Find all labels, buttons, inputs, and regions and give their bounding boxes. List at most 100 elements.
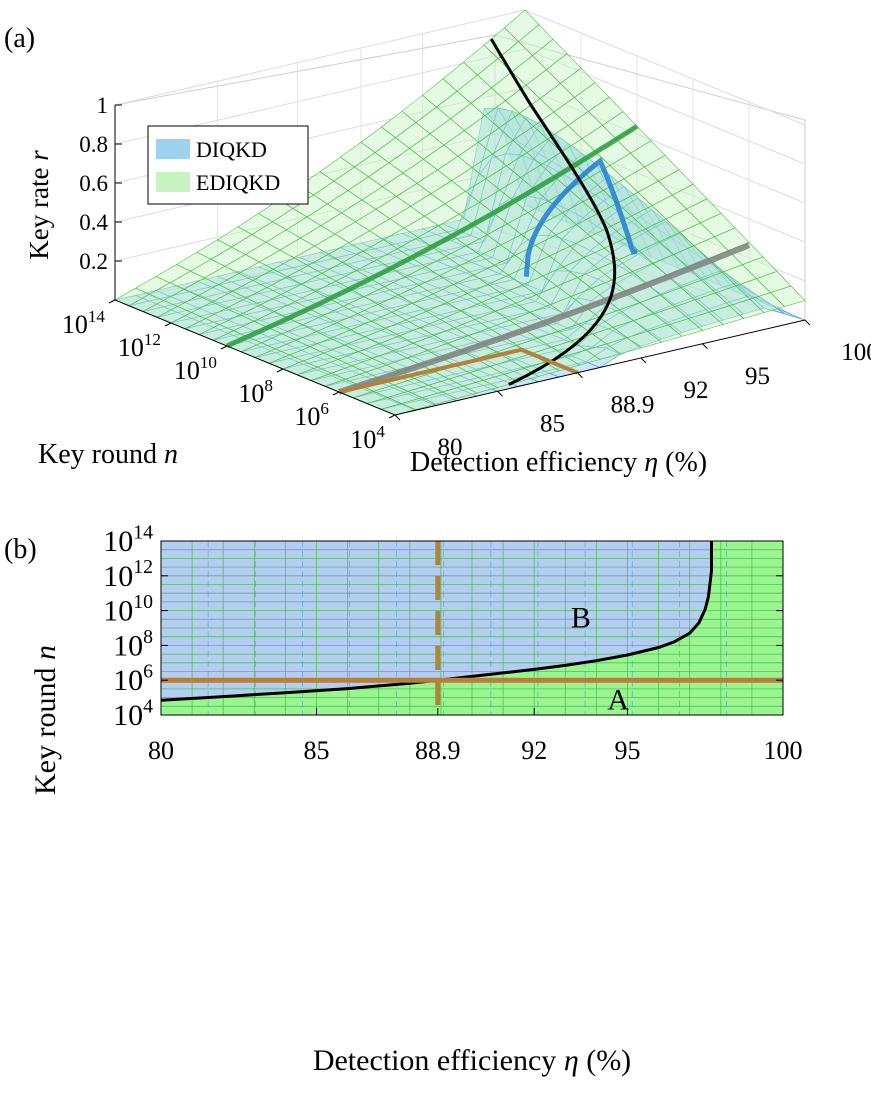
a-n-tick-mark — [332, 391, 340, 396]
a-z-title-symbol: r — [24, 150, 54, 161]
b-y-tick-label-exp: 8 — [143, 626, 153, 648]
a-n-tick-label: 108 — [238, 376, 273, 408]
b-x-tick-label: 80 — [148, 736, 174, 765]
a-n-tick-label-exp: 4 — [376, 422, 385, 441]
a-n-title-symbol: n — [164, 439, 178, 470]
a-n-tick-label-base: 10 — [174, 356, 200, 385]
b-y-tick-label: 1010 — [103, 591, 153, 628]
a-n-tick-mark — [276, 368, 284, 373]
a-n-tick-label-exp: 10 — [200, 353, 217, 372]
legend-label-diqkd: DIQKD — [196, 137, 267, 162]
a-n-tick-label: 1010 — [174, 353, 217, 385]
gray-slice-line — [338, 242, 751, 395]
a-n-tick-mark — [220, 345, 228, 350]
panel-label-b: (b) — [4, 534, 37, 565]
a-n-tick-label: 1012 — [118, 330, 161, 362]
a-eta-title-suffix: (%) — [665, 447, 707, 478]
b-y-title-symbol: n — [29, 645, 62, 660]
a-n-tick-label-base: 10 — [294, 402, 320, 431]
b-y-tick-label: 1014 — [103, 521, 153, 558]
b-y-tick-label-exp: 12 — [133, 556, 153, 578]
a-x-tick-mark — [640, 357, 647, 364]
boundary-curve — [160, 541, 713, 702]
a-n-tick-label: 1014 — [62, 307, 106, 339]
b-x-title-prefix: Detection efficiency — [313, 1044, 557, 1077]
b-y-tick-label: 108 — [113, 626, 153, 663]
b-lines — [160, 541, 783, 715]
a-surfaces — [114, 9, 806, 416]
a-n-tick-label-exp: 12 — [144, 330, 161, 349]
a-n-tick-label-base: 10 — [350, 425, 376, 454]
a-n-tick-label: 104 — [350, 422, 385, 454]
b-axes-frame — [160, 540, 784, 716]
a-eta-axis-title: Detection efficiency η (%) — [410, 447, 707, 478]
b-y-tick-label: 104 — [113, 695, 153, 732]
a-ticks: 0.20.40.60.81808588.99295100104106108101… — [62, 93, 871, 461]
a-n-axis-title: Key round n — [38, 439, 178, 470]
a-z-axis-title: Key rate r — [24, 150, 54, 260]
a-x-tick-mark — [702, 343, 708, 350]
a-x-tick-label: 100 — [841, 339, 871, 366]
b-y-tick-label-base: 10 — [103, 595, 133, 628]
b-y-tick-label: 1012 — [103, 556, 153, 593]
legend-swatch-ediqkd — [156, 172, 190, 192]
b-x-title-suffix: (%) — [586, 1044, 631, 1077]
b-grid — [160, 540, 784, 716]
a-z-tick-label: 0.8 — [79, 132, 108, 157]
b-y-axis-title: Key round n — [29, 645, 62, 795]
a-x-tick-mark — [577, 372, 583, 379]
b-y-tick-label-exp: 4 — [143, 695, 153, 717]
a-eta-marker-line — [520, 347, 579, 375]
a-z-tick-label: 0.4 — [79, 210, 108, 235]
a-n-tick-mark — [388, 414, 396, 419]
a-x-tick-mark — [394, 414, 401, 421]
b-y-tick-label-exp: 6 — [143, 661, 153, 683]
a-x-tick-label: 88.9 — [611, 392, 655, 419]
panel-a-surface-plot: 0.20.40.60.81808588.99295100104106108101… — [4, 9, 871, 478]
a-legend: DIQKD EDIQKD — [147, 125, 309, 205]
b-x-tick-label: 100 — [764, 736, 803, 765]
b-y-tick-label-exp: 10 — [133, 591, 153, 613]
a-n-tick-mark — [164, 322, 172, 327]
a-n-tick-label-exp: 8 — [264, 376, 273, 395]
a-annotation-lines — [225, 38, 751, 395]
a-n-tick-label-base: 10 — [238, 379, 264, 408]
surface-ediqkd-patch — [769, 285, 806, 307]
a-x-tick-mark — [497, 390, 503, 397]
legend-label-ediqkd: EDIQKD — [196, 170, 280, 195]
b-y-title-prefix: Key round — [29, 668, 62, 795]
a-eta-axis-line — [394, 319, 806, 416]
b-y-tick-label: 106 — [113, 661, 153, 698]
a-n-marker-line — [338, 347, 522, 394]
region-label-a: A — [607, 683, 629, 716]
a-x-tick-label: 95 — [745, 363, 770, 390]
blue-slice-line — [523, 156, 638, 277]
b-x-tick-label: 92 — [521, 736, 547, 765]
a-x-tick-label: 80 — [438, 434, 463, 461]
a-x-tick-label: 92 — [684, 377, 709, 404]
a-z-tick-label: 0.6 — [79, 171, 108, 196]
b-x-tick-label: 88.9 — [415, 736, 461, 765]
a-n-axis-line — [114, 299, 396, 416]
b-y-tick-label-base: 10 — [103, 525, 133, 558]
panel-b-region-plot: (b) 80 85 88.9 92 95 100104106108101010121014… — [4, 521, 803, 1077]
a-n-tick-label-exp: 14 — [88, 307, 106, 326]
a-n-tick-label: 106 — [294, 399, 329, 431]
a-x-tick-mark — [804, 319, 811, 326]
a-x-tick-label: 85 — [540, 410, 565, 437]
b-y-tick-label-base: 10 — [113, 664, 143, 697]
b-y-tick-label-base: 10 — [103, 560, 133, 593]
b-x-axis-title: Detection efficiency η (%) — [313, 1044, 631, 1077]
green-slice-line — [225, 124, 639, 349]
b-x-tick-label: 85 — [304, 736, 330, 765]
b-x-tick-label: 95 — [615, 736, 641, 765]
b-y-tick-label-base: 10 — [113, 699, 143, 732]
a-n-tick-label-base: 10 — [62, 310, 88, 339]
a-z-tick-label: 1 — [97, 93, 109, 118]
a-n-title-prefix: Key round — [38, 439, 157, 470]
a-n-tick-label-exp: 6 — [320, 399, 329, 418]
a-crossover-curve — [489, 38, 617, 386]
a-back-gridline — [114, 48, 806, 165]
